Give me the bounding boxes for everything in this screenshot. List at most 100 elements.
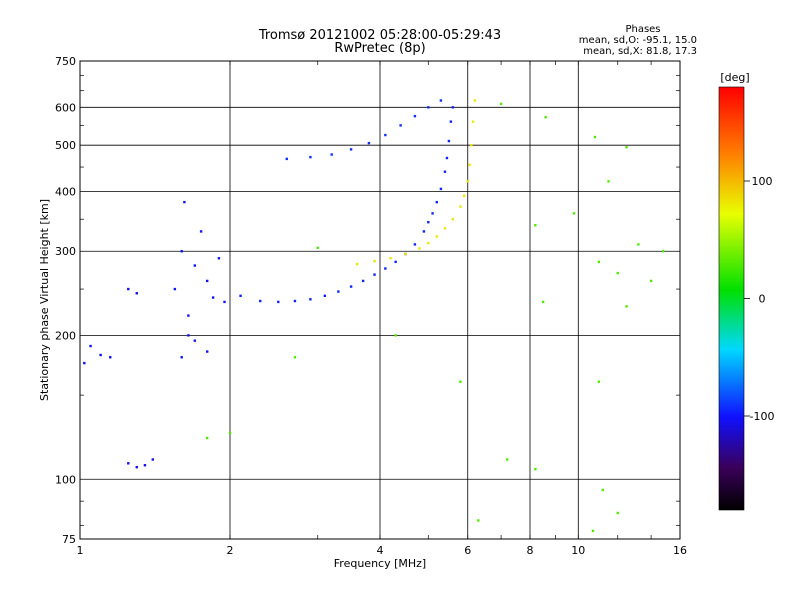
data-point-s5-10 <box>616 271 619 275</box>
x-tick-label: 16 <box>673 544 687 557</box>
y-tick-label: 600 <box>55 101 76 114</box>
axis-ticks: 1 2 4 6 8 10 16 75 100 200 300 400 500 600 750 <box>55 55 687 557</box>
chart-title: Tromsø 20121002 05:28:00-05:29:43 <box>258 28 501 43</box>
data-point-s5-20 <box>293 356 297 359</box>
data-point-s0-9 <box>373 273 376 276</box>
data-point-s4-7 <box>151 458 155 461</box>
y-tick-label: 200 <box>55 329 76 342</box>
chart-subtitle: RwPretec (8p) <box>334 41 425 56</box>
data-point-s0-22 <box>449 120 453 123</box>
data-point-s4-1 <box>89 344 92 348</box>
data-point-s0-21 <box>447 139 451 143</box>
data-point-s2-8 <box>451 218 455 221</box>
data-point-s5-18 <box>316 246 319 249</box>
data-point-s0-23 <box>451 106 455 109</box>
data-point-s4-8 <box>127 287 130 291</box>
data-point-s0-3 <box>293 299 297 303</box>
data-point-s3-1 <box>180 250 183 253</box>
data-point-s5-17 <box>591 529 595 533</box>
data-point-s2-3 <box>404 252 407 256</box>
colorbar-tick-label: -100 <box>750 410 775 423</box>
data-point-s0-14 <box>422 230 426 233</box>
y-tick-label: 750 <box>55 55 76 68</box>
data-point-s1-1 <box>309 155 312 159</box>
data-point-s5-22 <box>597 380 601 383</box>
data-point-s2-6 <box>435 235 438 238</box>
x-tick-label: 10 <box>571 544 585 557</box>
data-point-s3-11 <box>187 334 190 337</box>
data-point-s5-23 <box>541 300 545 304</box>
data-point-s2-12 <box>468 163 471 166</box>
colorbar-tick-label: 100 <box>752 175 773 188</box>
data-point-s2-14 <box>471 120 475 123</box>
data-point-s1-3 <box>349 148 353 151</box>
data-point-s5-5 <box>637 243 640 246</box>
x-tick-label: 1 <box>77 544 84 557</box>
data-point-s2-2 <box>389 257 392 260</box>
data-point-s0-6 <box>337 290 340 293</box>
data-point-s4-0 <box>83 361 86 365</box>
colorbar-label: [deg] <box>720 71 749 84</box>
data-point-s0-2 <box>277 300 280 304</box>
x-tick-label: 8 <box>527 544 534 557</box>
data-point-s0-19 <box>443 170 447 173</box>
x-tick-label: 4 <box>377 544 384 557</box>
data-point-s0-8 <box>361 279 365 283</box>
data-point-s2-10 <box>462 194 466 197</box>
data-point-s0-15 <box>427 221 430 224</box>
data-point-s3-5 <box>199 230 203 233</box>
data-point-s5-21 <box>459 380 462 383</box>
data-point-s4-2 <box>99 353 102 357</box>
data-point-s3-9 <box>223 300 226 304</box>
y-tick-label: 100 <box>55 473 76 486</box>
data-point-s3-10 <box>180 356 183 359</box>
data-point-s2-13 <box>470 143 473 147</box>
data-point-s5-19 <box>394 334 397 337</box>
x-tick-label: 6 <box>464 544 471 557</box>
data-point-s3-7 <box>211 296 215 299</box>
data-point-s3-6 <box>205 279 209 283</box>
data-point-s5-11 <box>649 279 653 283</box>
y-tick-label: 500 <box>55 139 76 152</box>
colorbar-ticks: 100 0 -100 <box>744 175 774 423</box>
x-tick-label: 2 <box>227 544 234 557</box>
colorbar-tick-label: 0 <box>759 293 766 306</box>
y-tick-label: 300 <box>55 245 76 258</box>
data-point-s5-6 <box>661 250 665 253</box>
data-point-s0-13 <box>413 243 417 246</box>
data-point-s2-7 <box>443 227 447 230</box>
data-point-s3-13 <box>205 350 209 353</box>
data-point-s4-3 <box>109 356 112 359</box>
data-point-s5-13 <box>534 467 537 471</box>
data-point-s5-14 <box>601 488 605 492</box>
data-point-s5-16 <box>477 519 480 522</box>
data-point-s0-7 <box>349 285 353 288</box>
data-point-s2-9 <box>459 205 462 208</box>
data-point-s1-6 <box>399 124 402 127</box>
data-point-s5-25 <box>205 436 209 440</box>
data-point-s2-1 <box>373 259 376 263</box>
data-point-s5-2 <box>593 135 597 139</box>
data-point-s0-11 <box>394 260 397 264</box>
stats-x-line: mean, sd,X: 81.8, 17.3 <box>583 46 697 57</box>
data-point-s3-3 <box>187 314 190 317</box>
data-point-s0-17 <box>435 200 438 204</box>
data-point-s5-9 <box>597 260 601 264</box>
stats-heading: Phases <box>625 24 660 35</box>
data-point-s1-4 <box>367 141 371 145</box>
data-point-s0-10 <box>384 267 387 270</box>
data-point-s5-7 <box>572 212 576 215</box>
data-point-s5-3 <box>607 180 610 183</box>
data-point-s1-9 <box>439 99 443 102</box>
data-points <box>83 99 665 533</box>
data-point-s3-12 <box>193 339 197 342</box>
data-point-s5-1 <box>544 116 547 119</box>
data-point-s5-0 <box>499 102 503 106</box>
data-point-s0-20 <box>445 156 449 160</box>
data-point-s5-24 <box>625 305 628 308</box>
data-point-s1-5 <box>384 133 387 137</box>
data-point-s2-11 <box>466 180 469 183</box>
data-point-s2-0 <box>355 262 359 266</box>
data-point-s1-8 <box>427 106 430 109</box>
